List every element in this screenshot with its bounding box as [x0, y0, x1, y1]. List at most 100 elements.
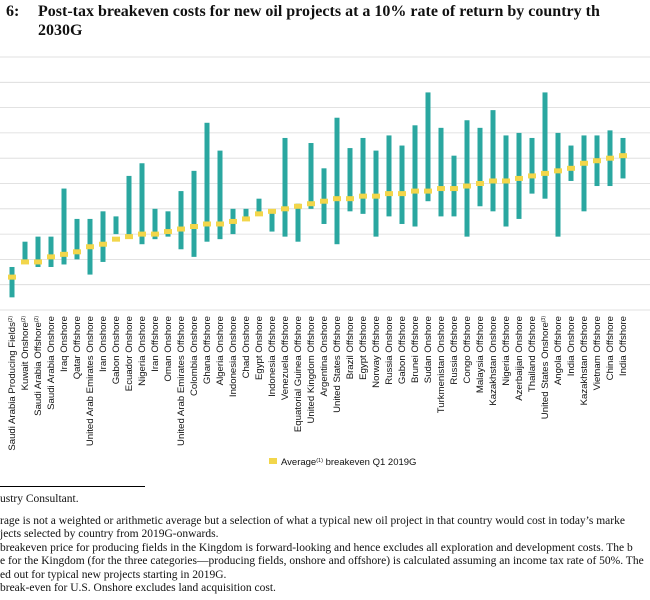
category-label: Algeria Onshore	[215, 316, 226, 385]
category-label: Egypt Onshore	[254, 316, 265, 380]
category-label: Russia Offshore	[449, 316, 460, 385]
category-label: India Onshore	[566, 316, 577, 376]
range-bar	[308, 143, 314, 209]
range-bar	[321, 168, 327, 224]
footnote-2: breakeven price for producing fields in …	[0, 541, 633, 554]
range-bar	[100, 211, 106, 262]
category-superscript: (2)	[34, 316, 40, 322]
footnote-3: break-even for U.S. Onshore excludes lan…	[0, 582, 276, 594]
average-marker	[320, 198, 328, 204]
category-label: China Offshore	[605, 316, 616, 380]
category-label: Norway Offshore	[371, 316, 382, 388]
category-label: Malaysia Offshore	[475, 316, 486, 393]
legend-superscript: (1)	[316, 458, 323, 464]
average-marker	[606, 155, 614, 161]
average-marker	[619, 153, 627, 159]
category-label: United Kingdom Offshore	[306, 316, 317, 424]
range-bar	[464, 120, 470, 237]
category-label: Russia Onshore	[384, 316, 395, 385]
category-label: Kazakhstan Offshore	[579, 316, 590, 405]
category-superscript: (2)	[8, 316, 14, 322]
range-bar	[217, 150, 223, 240]
average-marker	[437, 186, 445, 192]
range-bar	[334, 117, 340, 245]
range-bar	[295, 203, 301, 242]
footnote-1-cont: jects selected by country from 2019G-onw…	[0, 528, 219, 540]
range-bar	[620, 137, 626, 179]
category-label: Vietnam Offshore	[592, 316, 603, 390]
category-label: United Arab Emirates Onshore	[85, 316, 96, 446]
range-bar	[139, 163, 145, 245]
range-bar	[178, 191, 184, 250]
average-marker	[190, 224, 198, 230]
range-bar	[61, 188, 67, 265]
range-bar	[360, 137, 366, 214]
category-label: Angola Offshore	[553, 316, 564, 385]
category-label: Colombia Onshore	[189, 316, 200, 396]
category-label: United States Onshore(3)	[540, 316, 551, 420]
category-label: Brazil Offshore	[345, 316, 356, 379]
category-label: Chad Onshore	[241, 316, 252, 378]
category-label: Azerbaijan Onshore	[514, 316, 525, 401]
range-bar	[477, 127, 483, 207]
average-marker	[125, 234, 133, 240]
category-label: Gabon Offshore	[397, 316, 408, 384]
average-marker	[541, 170, 549, 176]
category-label: Oman Onshore	[163, 316, 174, 382]
legend-suffix: breakeven Q1 2019G	[323, 457, 416, 468]
average-marker	[489, 178, 497, 184]
category-label: Saudi Arabia Producing Fields(2)	[7, 316, 18, 451]
category-label: Indonesia Onshore	[228, 316, 239, 397]
average-marker	[73, 249, 81, 255]
average-marker	[398, 191, 406, 197]
average-marker	[229, 218, 237, 224]
average-marker	[8, 274, 16, 280]
average-marker	[138, 231, 146, 237]
range-bar	[399, 145, 405, 224]
average-marker	[216, 221, 224, 227]
range-bar	[373, 150, 379, 237]
range-bar	[490, 110, 496, 212]
average-marker	[307, 201, 315, 207]
footnote-rule	[0, 486, 145, 487]
range-bar	[256, 198, 262, 214]
range-bar	[542, 92, 548, 199]
average-marker	[476, 181, 484, 186]
category-label: Saudi Arabia Offshore(2)	[33, 316, 44, 416]
average-marker	[47, 254, 55, 260]
average-marker	[515, 175, 523, 181]
range-bar	[165, 211, 171, 237]
category-label: Argentina Onshore	[319, 316, 330, 397]
average-marker	[60, 251, 68, 257]
chart-legend: Average(1) breakeven Q1 2019G	[269, 457, 416, 468]
category-label: Nigeria Offshore	[501, 316, 512, 386]
average-marker	[450, 186, 458, 192]
range-bar	[152, 208, 158, 240]
average-marker	[333, 196, 341, 202]
category-label: Venezuela Offshore	[280, 316, 291, 400]
average-marker	[372, 193, 380, 199]
category-label: Equatorial Guinea Offshore	[293, 316, 304, 432]
category-label: Saudi Arabia Onshore	[46, 316, 57, 410]
average-marker	[112, 236, 120, 242]
average-marker	[502, 178, 510, 184]
legend-swatch	[269, 458, 277, 464]
category-label: Thailand Offshore	[527, 316, 538, 392]
category-label: India Offshore	[618, 316, 629, 376]
legend-label-text: Average	[281, 457, 316, 468]
category-label: Congo Offshore	[462, 316, 473, 384]
title-line-2: 2030G	[38, 22, 83, 39]
range-bar	[243, 208, 249, 219]
category-label: Iran Offshore	[150, 316, 161, 372]
range-bar	[191, 170, 197, 257]
average-marker	[151, 231, 159, 237]
range-bar	[204, 122, 210, 242]
category-label: Kazakhstan Onshore	[488, 316, 499, 406]
category-label: Nigeria Onshore	[137, 316, 148, 386]
average-marker	[593, 158, 601, 164]
average-marker	[554, 168, 562, 174]
chart-title: 6: Post-tax breakeven costs for new oil p…	[6, 2, 650, 40]
category-label: Iraq Onshore	[59, 316, 70, 372]
average-marker	[528, 173, 536, 179]
category-label: Qatar Offshore	[72, 316, 83, 379]
